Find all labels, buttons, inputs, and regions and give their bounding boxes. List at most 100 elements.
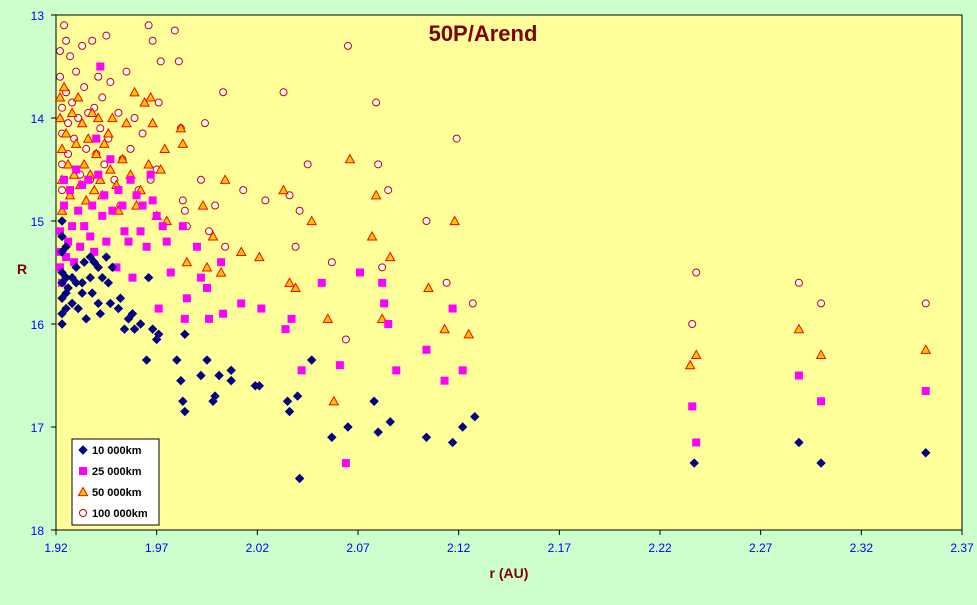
square-point: [72, 165, 81, 174]
diamond-point: [89, 257, 99, 267]
square-point: [76, 242, 85, 251]
x-tick-label: 2.27: [749, 541, 773, 555]
diamond-point: [196, 370, 206, 381]
triangle-point: [145, 91, 156, 102]
legend-label: 25 000km: [92, 466, 142, 478]
y-axis-ticks: 13 14 15 16 17 18: [31, 9, 56, 538]
diamond-point: [119, 324, 130, 334]
triangle-point: [207, 230, 219, 241]
diamond-point: [172, 355, 182, 365]
triangle-point: [278, 184, 289, 195]
x-axis-title: r (AU): [490, 565, 529, 581]
square-point: [458, 366, 467, 375]
diamond-point: [57, 278, 67, 288]
square-point: [380, 299, 389, 308]
diamond-point: [103, 278, 114, 288]
triangle-point: [98, 138, 110, 148]
triangle-point: [306, 215, 318, 226]
circle-point: [442, 278, 451, 287]
square-point: [219, 309, 228, 318]
square-point: [180, 314, 189, 323]
triangle-point: [78, 158, 90, 169]
circle-point: [196, 175, 205, 184]
diamond-point: [67, 272, 77, 283]
square-point: [688, 402, 697, 411]
circle-point: [122, 67, 131, 76]
diamond-point: [180, 406, 190, 417]
diamond-point: [284, 406, 295, 417]
diamond-point: [214, 370, 224, 381]
circle-point: [295, 206, 304, 215]
diamond-point: [93, 298, 103, 309]
square-point: [136, 227, 145, 236]
triangle-point: [129, 86, 140, 97]
triangle-point: [423, 282, 434, 293]
square-point: [297, 366, 306, 375]
square-point: [152, 211, 161, 220]
diamond-point: [79, 257, 89, 267]
square-point: [86, 232, 95, 241]
circle-point: [327, 258, 336, 267]
diamond-point: [816, 458, 826, 468]
diamond-point: [373, 427, 383, 437]
circle-point: [144, 21, 153, 30]
chart-title: 50P/Arend: [429, 21, 538, 46]
triangle-point: [94, 174, 106, 184]
y-tick-label: 15: [31, 215, 45, 229]
square-point: [102, 237, 111, 246]
square-point: [237, 299, 246, 308]
triangle-point: [102, 127, 114, 138]
square-point: [114, 186, 123, 195]
x-tick-label: 2.22: [648, 541, 672, 555]
circle-point: [343, 41, 352, 50]
triangle-point: [322, 313, 334, 323]
square-point: [96, 62, 105, 71]
square-point: [158, 222, 167, 231]
diamond-point: [57, 308, 67, 319]
diamond-point: [113, 303, 124, 314]
square-point: [384, 320, 393, 328]
square-point: [921, 386, 930, 395]
square-point: [68, 222, 77, 231]
triangle-point: [90, 148, 102, 159]
triangle-point: [76, 117, 88, 128]
legend-box: [71, 438, 160, 526]
x-axis-ticks: 1.92 1.97 2.02 2.07 2.12 2.17 2.22 2.27 2.32 2.37: [44, 530, 974, 555]
diamond-point: [67, 298, 77, 309]
plot-area: [55, 14, 963, 531]
triangle-point: [60, 127, 72, 138]
square-point: [794, 371, 803, 380]
triangle-point: [72, 91, 84, 102]
triangle-point: [366, 230, 378, 241]
circle-point: [138, 129, 147, 138]
circle-point: [372, 98, 381, 107]
square-point: [100, 191, 109, 200]
circle-point: [56, 72, 65, 81]
triangle-point: [219, 174, 231, 184]
diamond-point: [421, 432, 432, 443]
square-point: [440, 376, 449, 385]
circle-point: [60, 21, 69, 30]
diamond-point: [77, 288, 87, 298]
triangle-point: [56, 143, 68, 153]
diamond-point: [57, 247, 67, 257]
legend-label: 50 000km: [92, 487, 142, 499]
triangle-point: [86, 107, 98, 117]
diamond-point: [93, 262, 103, 273]
diamond-point: [73, 303, 83, 314]
square-point: [281, 325, 290, 334]
triangle-point: [201, 261, 213, 272]
diamond-point: [306, 355, 317, 365]
square-point: [287, 314, 296, 323]
square-point: [66, 186, 75, 195]
triangle-point: [54, 91, 66, 102]
triangle-point: [121, 117, 132, 128]
diamond-point: [101, 252, 112, 262]
square-point: [128, 273, 137, 282]
triangle-point: [384, 251, 396, 262]
legend-marker: [79, 509, 87, 517]
circle-point: [794, 278, 803, 287]
legend-entries: 10 000km 25 000km 50 000km 100 000km: [77, 445, 148, 520]
diamond-point: [292, 391, 303, 401]
diamond-point: [226, 375, 236, 386]
